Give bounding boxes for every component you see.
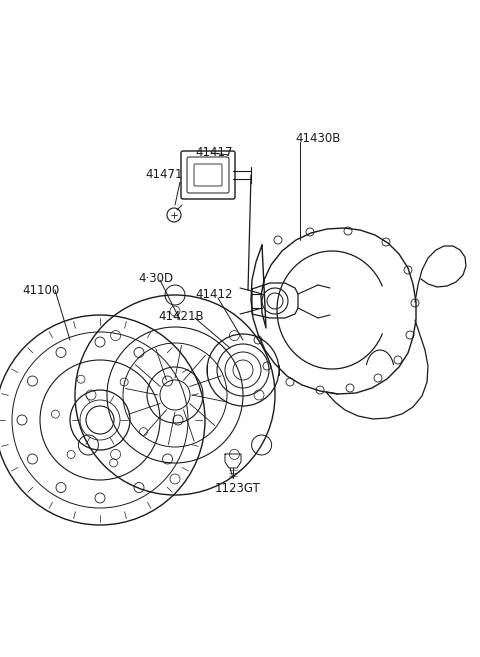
Text: 1123GT: 1123GT — [215, 482, 261, 495]
Text: 41417: 41417 — [195, 145, 232, 158]
Text: 41100: 41100 — [22, 284, 59, 296]
Text: 41421B: 41421B — [158, 309, 204, 323]
Text: 41412: 41412 — [195, 288, 232, 302]
Text: 41430B: 41430B — [295, 131, 340, 145]
Text: 41471: 41471 — [145, 168, 182, 181]
Text: 4·30D: 4·30D — [138, 271, 173, 284]
